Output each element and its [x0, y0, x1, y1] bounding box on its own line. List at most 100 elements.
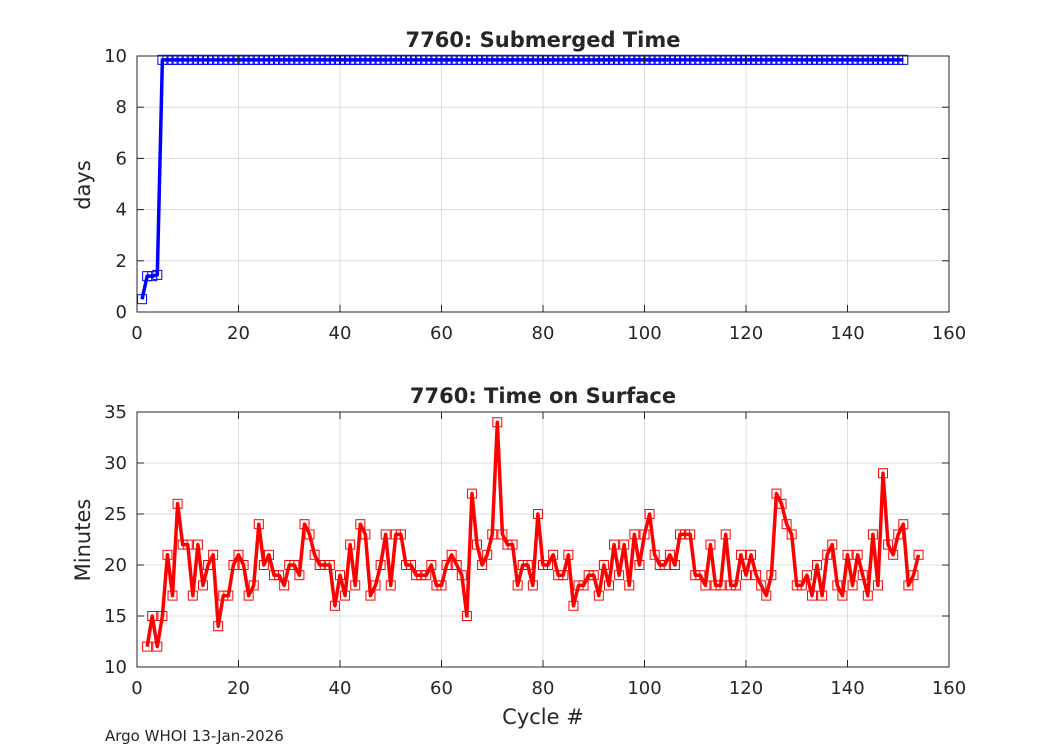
data-point [649, 549, 660, 560]
data-point [269, 54, 280, 65]
data-point [182, 54, 193, 65]
data-point [436, 580, 447, 591]
data-point [233, 549, 244, 560]
data-point [598, 560, 609, 570]
data-point [766, 54, 777, 65]
data-point [609, 539, 620, 550]
data-point [527, 54, 538, 65]
x-tick-label: 80 [532, 678, 555, 699]
data-point [817, 54, 828, 65]
data-point [786, 529, 797, 540]
data-point [492, 417, 503, 428]
data-point [806, 54, 817, 65]
data-point [801, 570, 812, 581]
data-point [685, 54, 696, 65]
data-point [436, 54, 447, 65]
data-point [157, 611, 168, 621]
data-point [299, 519, 310, 530]
data-point [872, 54, 883, 65]
data-point [548, 54, 559, 65]
data-point [741, 570, 751, 581]
data-point [609, 54, 620, 65]
data-point [629, 529, 640, 540]
data-point [431, 54, 442, 65]
data-point [756, 54, 767, 65]
x-tick-label: 0 [131, 678, 142, 699]
data-point [538, 560, 548, 570]
data-point [532, 509, 543, 519]
data-point [395, 54, 406, 65]
data-point [213, 54, 224, 65]
footer-credit: Argo WHOI 13-Jan-2026 [105, 727, 284, 745]
data-point [913, 549, 924, 560]
data-point [654, 54, 665, 65]
data-point [208, 549, 219, 560]
data-point [350, 580, 361, 591]
data-point [400, 560, 411, 570]
data-point [583, 570, 594, 581]
data-point [502, 539, 513, 550]
data-point [380, 54, 391, 65]
series-line [145, 420, 921, 649]
data-point [182, 539, 193, 550]
data-point [228, 54, 239, 65]
data-point [309, 549, 320, 560]
data-point [345, 54, 356, 65]
data-point [715, 54, 726, 65]
data-point [710, 580, 721, 591]
data-point [908, 570, 919, 581]
x-tick-label: 120 [729, 323, 763, 344]
data-point [152, 269, 163, 280]
data-point [167, 590, 178, 601]
data-point [390, 529, 401, 540]
data-point [822, 549, 833, 560]
data-point [223, 590, 234, 601]
data-point [238, 560, 249, 570]
data-point [538, 54, 548, 65]
data-point [690, 570, 701, 581]
data-point [502, 54, 513, 65]
data-point [903, 580, 914, 591]
data-point [497, 529, 508, 540]
data-point [218, 590, 229, 601]
y-tick-label: 6 [116, 148, 127, 169]
data-point [543, 560, 554, 570]
data-point [878, 54, 889, 65]
data-point [832, 580, 843, 591]
data-point [147, 611, 158, 621]
data-point [603, 54, 614, 65]
data-point [487, 529, 498, 540]
data-point [720, 529, 731, 540]
data-point [588, 54, 599, 65]
y-tick-label: 20 [104, 555, 127, 576]
data-point [862, 54, 873, 65]
data-point [197, 54, 208, 65]
surface-time-chart: 7760: Time on Surface Minutes Cycle # 0 2… [71, 384, 966, 729]
data-point [350, 54, 361, 65]
data-point [746, 54, 757, 65]
data-point [878, 468, 889, 479]
data-point [598, 54, 609, 65]
data-point [527, 580, 538, 591]
data-point [203, 54, 214, 65]
data-point [644, 54, 655, 65]
data-point [669, 560, 680, 570]
data-point [446, 549, 457, 560]
data-point [314, 54, 325, 65]
data-point [431, 580, 442, 591]
data-point [568, 54, 579, 65]
data-point [893, 54, 904, 65]
data-point [228, 560, 239, 570]
data-point [776, 54, 787, 65]
data-point [375, 560, 386, 570]
data-point [614, 570, 625, 581]
data-point [263, 54, 274, 65]
data-point [837, 590, 848, 601]
data-point [710, 54, 721, 65]
data-point [329, 54, 340, 65]
data-point [208, 54, 219, 65]
data-point [314, 560, 325, 570]
data-point [512, 54, 523, 65]
data-point [456, 54, 467, 65]
